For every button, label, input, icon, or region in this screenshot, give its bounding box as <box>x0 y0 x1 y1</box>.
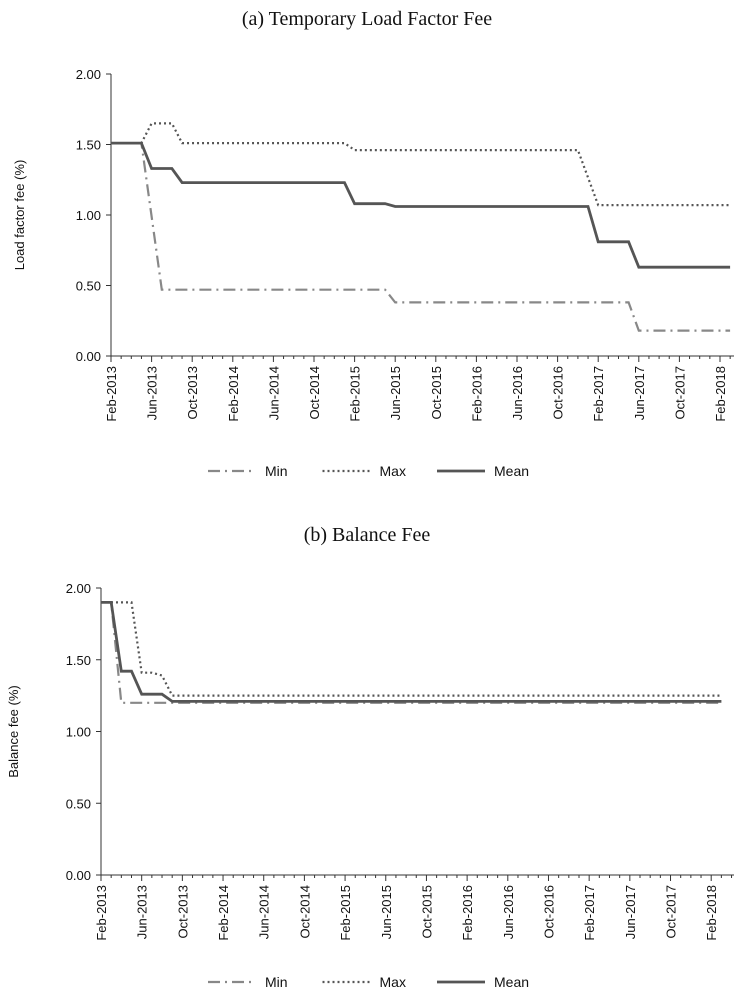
x-tick-label: Jun-2014 <box>266 366 281 420</box>
legend-label-max: Max <box>380 463 406 479</box>
legend-label-mean: Mean <box>494 463 529 479</box>
x-tick-label: Oct-2015 <box>429 366 444 419</box>
x-tick-label: Feb-2018 <box>713 366 728 422</box>
x-tick-label: Feb-2017 <box>591 366 606 422</box>
y-tick-label: 0.50 <box>66 796 91 811</box>
x-tick-label: Jun-2016 <box>510 366 525 420</box>
chart-b-title: (b) Balance Fee <box>303 524 431 546</box>
y-tick-label: 1.00 <box>66 725 91 740</box>
y-axis-label: Load factor fee (%) <box>12 160 27 271</box>
y-tick-label: 1.50 <box>76 138 101 153</box>
x-tick-label: Jun-2017 <box>623 885 638 939</box>
x-tick-label: Jun-2013 <box>135 885 150 939</box>
y-tick-label: 2.00 <box>76 67 101 82</box>
legend-label-min: Min <box>265 974 288 990</box>
y-tick-label: 0.00 <box>76 349 101 364</box>
x-tick-label: Oct-2017 <box>672 366 687 419</box>
x-tick-label: Feb-2015 <box>338 885 353 941</box>
series-line-min <box>111 142 731 332</box>
x-tick-label: Jun-2013 <box>145 366 160 420</box>
x-tick-label: Feb-2018 <box>704 885 719 941</box>
legend-label-max: Max <box>380 974 406 990</box>
y-tick-label: 2.00 <box>66 581 91 596</box>
chart-a-title: (a) Temporary Load Factor Fee <box>241 8 493 30</box>
x-tick-label: Feb-2013 <box>104 366 119 422</box>
x-tick-label: Oct-2016 <box>541 885 556 938</box>
chart-b-plot: 0.00 0.50 1.00 1.50 2.00 Feb-2013 Jun-2013 Oct-… <box>6 581 734 990</box>
series-line-min <box>101 601 722 704</box>
x-tick-label: Oct-2013 <box>175 885 190 938</box>
x-tick-label: Feb-2015 <box>348 366 363 422</box>
x-tick-label: Feb-2014 <box>216 885 231 941</box>
y-tick-label: 1.50 <box>66 653 91 668</box>
x-tick-label: Oct-2016 <box>551 366 566 419</box>
series-line-mean <box>101 601 722 703</box>
y-tick-label: 0.00 <box>66 868 91 883</box>
x-tick-label: Feb-2014 <box>226 366 241 422</box>
x-tick-label: Feb-2013 <box>94 885 109 941</box>
x-tick-label: Jun-2016 <box>501 885 516 939</box>
x-tick-label: Jun-2015 <box>388 366 403 420</box>
y-axis-label: Balance fee (%) <box>6 685 21 778</box>
x-tick-label: Oct-2017 <box>664 885 679 938</box>
chart-a-plot: 0.00 0.50 1.00 1.50 2.00 Feb-2013 Jun-2013 Oct-… <box>12 67 734 479</box>
series-line-max <box>101 601 722 697</box>
x-tick-label: Feb-2016 <box>460 885 475 941</box>
series-line-max <box>111 122 731 207</box>
x-tick-label: Oct-2013 <box>185 366 200 419</box>
x-tick-label: Oct-2015 <box>419 885 434 938</box>
x-tick-label: Feb-2016 <box>469 366 484 422</box>
legend-label-mean: Mean <box>494 974 529 990</box>
y-tick-label: 1.00 <box>76 208 101 223</box>
x-tick-label: Oct-2014 <box>307 366 322 419</box>
y-tick-label: 0.50 <box>76 279 101 294</box>
x-tick-label: Feb-2017 <box>582 885 597 941</box>
x-tick-label: Oct-2014 <box>297 885 312 938</box>
x-tick-label: Jun-2015 <box>379 885 394 939</box>
series-line-mean <box>111 141 731 269</box>
x-tick-label: Jun-2017 <box>632 366 647 420</box>
x-tick-label: Jun-2014 <box>257 885 272 939</box>
legend-label-min: Min <box>265 463 288 479</box>
